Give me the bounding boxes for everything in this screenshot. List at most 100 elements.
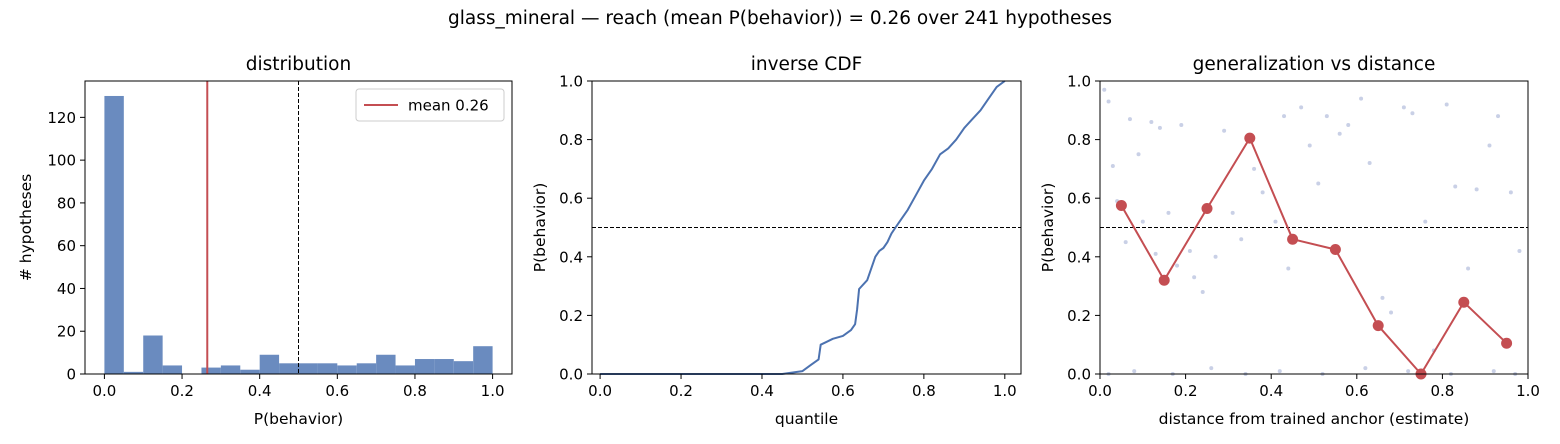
hypothesis-point bbox=[1299, 105, 1304, 110]
hypothesis-point bbox=[1239, 237, 1244, 242]
inverse-cdf-y-tick-label: 0.6 bbox=[559, 190, 583, 208]
inverse-cdf-line bbox=[600, 80, 1006, 375]
generalization-xlabel: distance from trained anchor (estimate) bbox=[1159, 410, 1470, 428]
inverse-cdf-x-tick-label: 1.0 bbox=[993, 382, 1017, 400]
hypothesis-point bbox=[1200, 289, 1205, 294]
hypothesis-point bbox=[1230, 210, 1235, 215]
hypothesis-point bbox=[1453, 184, 1458, 189]
hypothesis-point bbox=[1491, 369, 1496, 374]
hypothesis-point bbox=[1192, 275, 1197, 280]
inverse-cdf-y-ticks: 0.0 0.2 0.4 0.6 0.8 1.0 bbox=[559, 73, 592, 384]
generalization-axes-frame bbox=[1099, 80, 1529, 375]
distribution-y-tick-label: 120 bbox=[47, 109, 76, 127]
hypothesis-point bbox=[1389, 310, 1394, 315]
generalization-y-tick-label: 0.4 bbox=[1067, 248, 1091, 266]
hypothesis-point bbox=[1110, 163, 1115, 168]
inverse-cdf-y-tick-label: 0.2 bbox=[559, 307, 583, 325]
hypothesis-point bbox=[1444, 102, 1449, 107]
hypothesis-point bbox=[1252, 166, 1257, 171]
hypothesis-point bbox=[1136, 152, 1141, 157]
distribution-plot-area bbox=[104, 81, 493, 375]
hypothesis-point bbox=[1102, 87, 1107, 92]
hypothesis-point bbox=[1213, 254, 1218, 259]
distribution-x-ticks: 0.0 0.2 0.4 0.6 0.8 1.0 bbox=[92, 374, 505, 400]
hypothesis-point bbox=[1307, 143, 1312, 148]
hypothesis-point bbox=[1423, 219, 1428, 224]
hypothesis-point bbox=[1179, 122, 1184, 127]
histogram-bar bbox=[259, 354, 280, 374]
binned-mean-marker bbox=[1115, 200, 1127, 212]
hypothesis-point bbox=[1517, 248, 1522, 253]
distribution-y-ticks: 0 20 40 60 80 100 120 bbox=[47, 109, 85, 384]
binned-mean-marker bbox=[1158, 274, 1170, 286]
distribution-axes-frame bbox=[84, 80, 513, 375]
binned-mean-marker bbox=[1244, 132, 1256, 144]
histogram-bar bbox=[201, 367, 221, 374]
hypothesis-point bbox=[1273, 219, 1278, 224]
hypothesis-point bbox=[1157, 125, 1162, 130]
distribution-y-tick-label: 60 bbox=[57, 237, 76, 255]
generalization-plot-area bbox=[1100, 87, 1528, 380]
hypothesis-point bbox=[1401, 105, 1406, 110]
histogram-bar bbox=[104, 95, 124, 375]
generalization-y-ticks: 0.0 0.2 0.4 0.6 0.8 1.0 bbox=[1067, 73, 1100, 384]
generalization-x-tick-label: 0.8 bbox=[1430, 382, 1454, 400]
panel-generalization: generalization vs distance 0.0 0.2 0.4 0.6 0… bbox=[1039, 54, 1540, 428]
histogram-bar bbox=[356, 363, 377, 374]
hypothesis-point bbox=[1367, 161, 1372, 166]
hypothesis-point bbox=[1286, 266, 1291, 271]
hypothesis-point bbox=[1324, 114, 1329, 119]
distribution-y-tick-label: 40 bbox=[57, 280, 76, 298]
inverse-cdf-x-tick-label: 0.6 bbox=[831, 382, 855, 400]
hypothesis-point bbox=[1260, 190, 1265, 195]
legend-mean-label: mean 0.26 bbox=[408, 97, 489, 115]
generalization-y-tick-label: 0.2 bbox=[1067, 307, 1091, 325]
histogram-bar bbox=[453, 361, 474, 374]
hypothesis-point bbox=[1496, 114, 1501, 119]
histogram-bar bbox=[240, 369, 260, 374]
inverse-cdf-x-tick-label: 0.4 bbox=[750, 382, 774, 400]
distribution-x-tick-label: 0.8 bbox=[403, 382, 427, 400]
hypothesis-point bbox=[1209, 366, 1214, 371]
histogram-bar bbox=[317, 363, 338, 374]
histogram-bar bbox=[162, 365, 183, 374]
distribution-y-tick-label: 20 bbox=[57, 323, 76, 341]
inverse-cdf-y-tick-label: 1.0 bbox=[559, 73, 583, 91]
hypothesis-point bbox=[1149, 120, 1154, 125]
generalization-y-tick-label: 0.8 bbox=[1067, 131, 1091, 149]
hypothesis-point bbox=[1153, 251, 1158, 256]
inverse-cdf-y-tick-label: 0.4 bbox=[559, 248, 583, 266]
histogram-bar bbox=[395, 365, 415, 374]
generalization-x-tick-label: 0.0 bbox=[1088, 382, 1112, 400]
hypothesis-point bbox=[1316, 181, 1321, 186]
distribution-title: distribution bbox=[246, 54, 351, 75]
hypothesis-point bbox=[1222, 128, 1227, 133]
distribution-y-tick-label: 0 bbox=[66, 366, 76, 384]
hypothesis-point bbox=[1406, 369, 1411, 374]
inverse-cdf-axes-frame bbox=[591, 80, 1022, 375]
inverse-cdf-x-tick-label: 0.8 bbox=[912, 382, 936, 400]
hypothesis-point bbox=[1337, 131, 1342, 136]
generalization-y-tick-label: 1.0 bbox=[1067, 73, 1091, 91]
distribution-x-tick-label: 0.2 bbox=[170, 382, 194, 400]
inverse-cdf-xlabel: quantile bbox=[775, 410, 838, 428]
hypothesis-point bbox=[1127, 117, 1132, 122]
hypothesis-point bbox=[1123, 240, 1128, 245]
hypothesis-point bbox=[1140, 219, 1145, 224]
distribution-legend: mean 0.26 bbox=[355, 88, 505, 122]
histogram-bar bbox=[376, 354, 396, 374]
hypothesis-point bbox=[1277, 369, 1282, 374]
hypothesis-point bbox=[1474, 187, 1479, 192]
hypothesis-point bbox=[1508, 190, 1513, 195]
hypothesis-point bbox=[1282, 114, 1287, 119]
hypothesis-point bbox=[1380, 295, 1385, 300]
histogram-bar bbox=[279, 363, 299, 374]
inverse-cdf-y-tick-label: 0.0 bbox=[559, 366, 583, 384]
hypothesis-point bbox=[1175, 263, 1180, 268]
generalization-x-ticks: 0.0 0.2 0.4 0.6 0.8 1.0 bbox=[1088, 374, 1540, 400]
inverse-cdf-y-tick-label: 0.8 bbox=[559, 131, 583, 149]
legend-box bbox=[355, 88, 505, 122]
inverse-cdf-x-tick-label: 0.2 bbox=[669, 382, 693, 400]
histogram-bar bbox=[220, 365, 241, 374]
generalization-y-tick-label: 0.0 bbox=[1067, 366, 1091, 384]
